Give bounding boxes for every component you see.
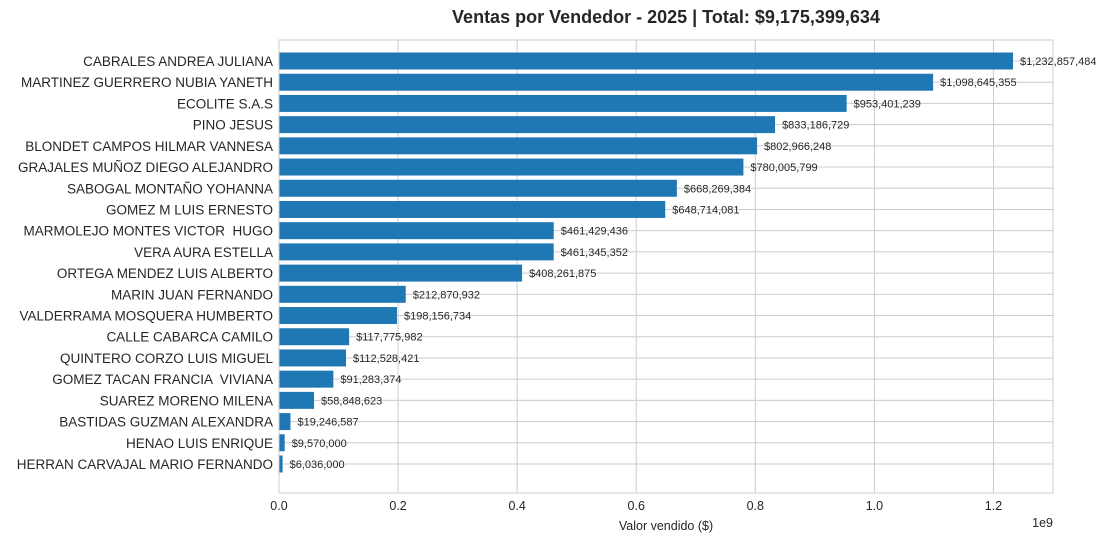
data-label: $112,528,421 xyxy=(353,353,419,365)
category-labels: CABRALES ANDREA JULIANA MARTINEZ GUERRERO… xyxy=(17,54,274,472)
bar xyxy=(279,116,776,134)
bar xyxy=(279,434,285,452)
category-label: HENAO LUIS ENRIQUE xyxy=(126,436,273,451)
bar xyxy=(279,370,334,388)
data-label: $833,186,729 xyxy=(782,120,849,132)
bar xyxy=(279,179,677,197)
bar xyxy=(279,94,847,112)
data-label: $953,401,239 xyxy=(854,98,921,110)
category-label: GRAJALES MUÑOZ DIEGO ALEJANDRO xyxy=(18,160,273,175)
bar xyxy=(279,455,283,473)
category-label: GOMEZ TACAN FRANCIA VIVIANA xyxy=(52,372,273,387)
bar xyxy=(279,285,406,303)
x-tick-label: 0.0 xyxy=(270,499,287,513)
x-scale-note: 1e9 xyxy=(1032,516,1053,530)
bar xyxy=(279,307,397,325)
x-tick-label: 0.4 xyxy=(508,499,525,513)
category-label: ECOLITE S.A.S xyxy=(177,96,273,111)
bar xyxy=(279,222,554,240)
x-tick-label: 1.2 xyxy=(985,499,1002,513)
data-label: $648,714,081 xyxy=(672,204,739,216)
category-label: BASTIDAS GUZMAN ALEXANDRA xyxy=(59,415,273,430)
data-label: $212,870,932 xyxy=(413,289,480,301)
category-label: CALLE CABARCA CAMILO xyxy=(106,330,273,345)
data-label: $780,005,799 xyxy=(750,162,817,174)
data-label: $1,232,857,484 xyxy=(1020,56,1096,68)
bar xyxy=(279,264,523,282)
data-label: $461,429,436 xyxy=(561,226,628,238)
bars xyxy=(279,52,1014,473)
category-label: GOMEZ M LUIS ERNESTO xyxy=(106,202,273,217)
category-label: SABOGAL MONTAÑO YOHANNA xyxy=(67,181,273,196)
x-tick-label: 0.2 xyxy=(389,499,406,513)
data-label: $668,269,384 xyxy=(684,183,751,195)
category-label: MARMOLEJO MONTES VICTOR HUGO xyxy=(23,224,273,239)
data-label: $58,848,623 xyxy=(321,395,382,407)
category-label: ORTEGA MENDEZ LUIS ALBERTO xyxy=(57,266,273,281)
x-tick-labels: 0.0 0.2 0.4 0.6 0.8 1.0 1.2 xyxy=(270,499,1002,513)
bar xyxy=(279,137,758,155)
plot-frame xyxy=(278,39,1054,494)
bar xyxy=(279,158,744,176)
category-label: VERA AURA ESTELLA xyxy=(134,245,273,260)
data-label: $802,966,248 xyxy=(764,141,831,153)
data-labels: $1,232,857,484 $1,098,645,355 $953,401,239… xyxy=(290,56,1097,471)
category-label: QUINTERO CORZO LUIS MIGUEL xyxy=(60,351,274,366)
bar xyxy=(279,243,554,261)
chart-title: Ventas por Vendedor - 2025 | Total: $9,1… xyxy=(452,7,880,27)
data-label: $19,246,587 xyxy=(297,417,358,429)
category-label: BLONDET CAMPOS HILMAR VANNESA xyxy=(25,139,273,154)
category-label: SUAREZ MORENO MILENA xyxy=(100,393,273,408)
data-label: $198,156,734 xyxy=(404,311,471,323)
x-tick-label: 0.8 xyxy=(747,499,764,513)
category-label: MARTINEZ GUERRERO NUBIA YANETH xyxy=(21,75,273,90)
bar xyxy=(279,349,346,367)
data-label: $9,570,000 xyxy=(292,438,347,450)
x-axis-label: Valor vendido ($) xyxy=(619,519,713,533)
bar xyxy=(279,200,666,218)
bar xyxy=(279,73,934,91)
category-label: VALDERRAMA MOSQUERA HUMBERTO xyxy=(19,309,273,324)
data-label: $6,036,000 xyxy=(290,459,345,471)
bar xyxy=(279,391,315,409)
category-label: PINO JESUS xyxy=(193,118,273,133)
category-label: HERRAN CARVAJAL MARIO FERNANDO xyxy=(17,457,273,472)
x-tick-label: 1.0 xyxy=(866,499,883,513)
data-label: $117,775,982 xyxy=(356,332,422,344)
bar xyxy=(279,52,1014,70)
bar xyxy=(279,328,350,346)
data-label: $408,261,875 xyxy=(529,268,596,280)
bar xyxy=(279,413,291,431)
category-label: MARIN JUAN FERNANDO xyxy=(111,287,273,302)
data-label: $91,283,374 xyxy=(340,374,401,386)
data-label: $461,345,352 xyxy=(561,247,628,259)
x-tick-label: 0.6 xyxy=(628,499,645,513)
category-label: CABRALES ANDREA JULIANA xyxy=(83,54,273,69)
data-label: $1,098,645,355 xyxy=(940,77,1016,89)
